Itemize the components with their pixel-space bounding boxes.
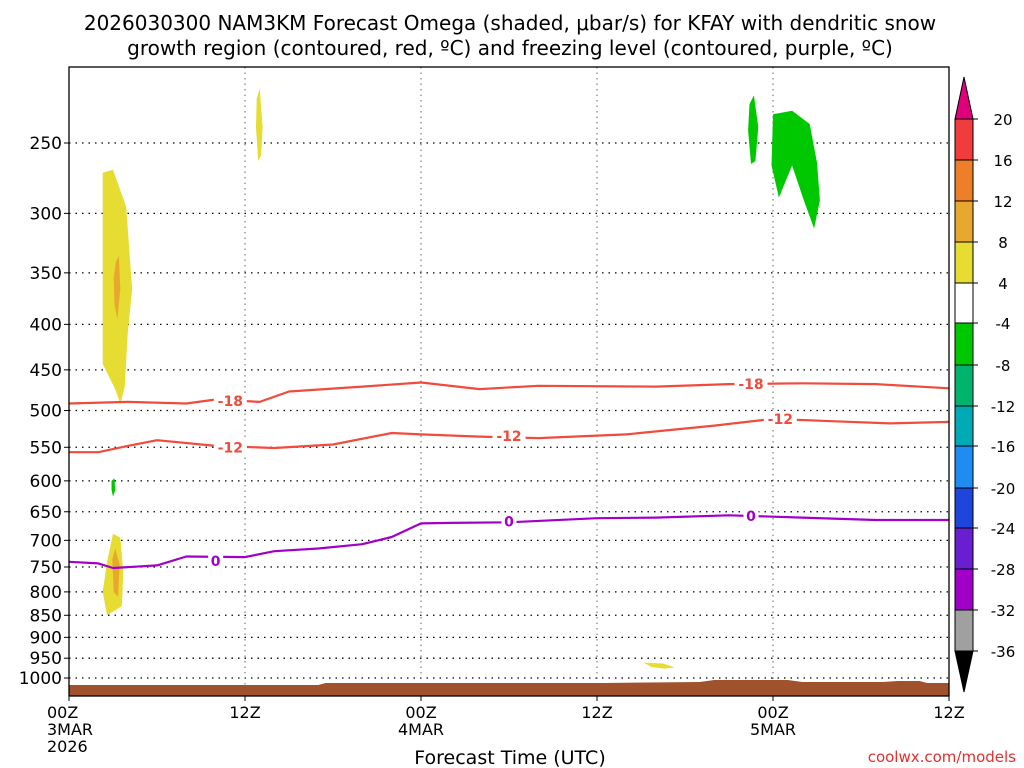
contour-label-minus18: -18 [738,377,763,393]
colorbar-swatch [954,118,974,161]
y-tick-label: 500 [30,402,62,422]
x-tick-label: 00Z [757,703,788,722]
contour-label-freezing: 0 [746,509,756,525]
omega-region-lower-upward-8to12 [112,548,120,597]
omega-region-upper-upward-4to8-b [256,88,263,162]
colorbar-label: -16 [991,438,1016,456]
colorbar-swatch [954,322,974,366]
contour-label-minus12-bg [213,439,247,456]
y-tick-label: 800 [30,583,62,603]
contour-label-minus18-bg [213,393,247,410]
contour-label-minus12: -12 [496,429,521,445]
colorbar-swatch [954,364,974,407]
contour-label-freezing-bg [743,507,759,524]
x-tick-label: 4MAR [398,720,444,739]
contour-lines: -18 -18 -12 -12 -12 0 0 0 [68,376,950,570]
omega-region-upper-upward-8to12-a [113,255,121,320]
colorbar-swatch [954,159,974,202]
colorbar-label: 12 [993,193,1012,211]
y-tick-label: 650 [30,503,62,523]
y-tick-label: 900 [30,628,62,648]
contour-label-freezing: 0 [504,515,514,531]
terrain-fill [69,680,949,696]
colorbar-label: -28 [991,561,1016,579]
chart-title-line-1: 2026030300 NAM3KM Forecast Omega (shaded… [84,11,936,35]
y-tick-label: 400 [30,315,62,335]
contour-label-minus12-bg [763,410,797,427]
colorbar-swatch [954,405,974,447]
colorbar-label: -12 [991,398,1016,416]
colorbar-swatch [954,282,974,324]
contour-label-freezing-bg [208,552,224,569]
colorbar-swatch [954,445,974,489]
axes: 2503003504004505005506006507007508008509… [19,134,965,756]
contour-label-minus18-bg [734,376,768,393]
x-tick-label: 00Z [47,703,78,722]
y-tick-label: 250 [30,134,62,154]
chart-title-line-2: growth region (contoured, red, ºC) and f… [127,36,893,60]
x-tick-label: 12Z [229,703,260,722]
colorbar-swatch [954,568,974,611]
y-tick-label: 850 [30,606,62,626]
plot-frame [68,66,950,697]
contour-label-freezing-bg [501,513,517,530]
contour-label-minus18: -18 [218,394,243,410]
colorbar-label: 4 [998,275,1008,293]
y-tick-label: 750 [30,558,62,578]
omega-region-mid-downward-4to8 [111,478,116,497]
x-axis-label: Forecast Time (UTC) [414,747,605,768]
colorbar-label: 16 [993,152,1012,170]
y-tick-label: 550 [30,438,62,458]
x-tick-label: 12Z [581,703,612,722]
x-tick-label: 00Z [405,703,436,722]
omega-region-upper-downward-4to8-b [771,110,820,229]
x-tick-label: 2026 [47,737,88,756]
omega-region-near-surface-upward-4to8 [643,662,675,669]
colorbar-label: -8 [996,357,1011,375]
x-tick-label: 12Z [933,703,964,722]
colorbar-label: -24 [991,520,1016,538]
x-tick-label: 3MAR [47,720,93,739]
y-tick-label: 1000 [19,669,62,689]
x-tick-label: 5MAR [750,720,796,739]
y-tick-label: 350 [30,264,62,284]
colorbar-swatch [954,487,974,529]
contour-line-freezing [68,514,949,570]
colorbar-swatch [954,200,974,243]
colorbar-label: -20 [991,480,1016,498]
contour-label-minus12: -12 [218,440,243,456]
y-tick-label: 300 [30,204,62,224]
credit-text: coolwx.com/models [868,748,1016,766]
colorbar-overflow-low [954,650,974,693]
contour-label-minus12-bg [492,427,526,444]
colorbar-label: -32 [991,602,1016,620]
contour-label-freezing: 0 [211,554,221,570]
contour-label-minus12: -12 [768,412,793,428]
colorbar-label: -36 [991,643,1016,661]
omega-shading [102,88,820,669]
colorbar-swatch [954,609,974,652]
colorbar: 20 16 12 8 4 -4 -8 -12 -16 -20 -24 -28 -32 -36 [954,76,1016,693]
colorbar-swatch [954,527,974,570]
colorbar-label: 8 [998,234,1008,252]
contour-line-minus18 [68,381,950,405]
omega-region-upper-downward-4to8-a [748,95,759,164]
y-tick-label: 600 [30,472,62,492]
y-tick-label: 950 [30,649,62,669]
colorbar-label: -4 [996,315,1011,333]
terrain-band [69,680,949,696]
y-tick-label: 700 [30,531,62,551]
colorbar-swatch [954,241,974,284]
y-tick-label: 450 [30,361,62,381]
colorbar-label: 20 [993,111,1012,129]
